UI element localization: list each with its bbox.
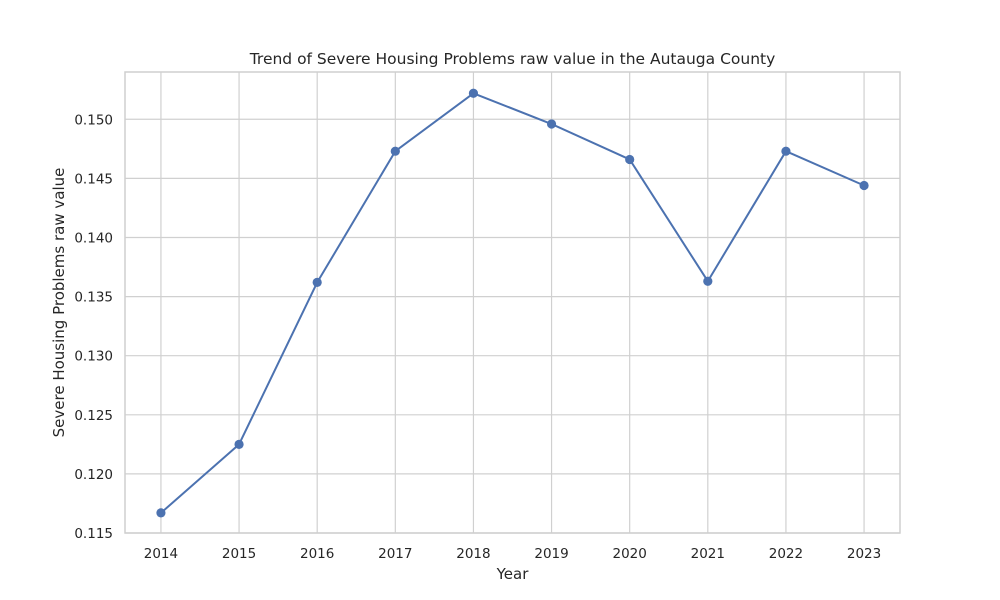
y-tick-label: 0.120 — [74, 467, 113, 483]
y-tick-label: 0.130 — [74, 349, 113, 365]
x-tick-labels: 2014 2015 2016 2017 2018 2019 2020 2021 2022 2023 — [144, 546, 881, 562]
series-layer — [156, 88, 869, 518]
y-tick-label: 0.125 — [74, 408, 113, 424]
x-tick-label: 2014 — [144, 546, 178, 562]
x-tick-label: 2017 — [378, 546, 412, 562]
data-point-2015 — [234, 439, 244, 449]
x-tick-label: 2022 — [769, 546, 803, 562]
data-point-2019 — [546, 119, 557, 129]
y-tick-labels: 0.115 0.120 0.125 0.130 0.135 0.140 0.145 0.150 — [74, 112, 113, 542]
x-tick-label: 2019 — [534, 546, 568, 562]
data-point-2016 — [312, 277, 322, 288]
y-tick-label: 0.140 — [74, 230, 113, 246]
chart-title: Trend of Severe Housing Problems raw val… — [249, 50, 776, 68]
grid — [125, 72, 900, 534]
data-point-2017 — [390, 146, 400, 156]
x-tick-label: 2020 — [613, 546, 647, 562]
x-axis-title: Year — [496, 565, 530, 583]
x-tick-label: 2015 — [222, 546, 256, 562]
y-axis-title: Severe Housing Problems raw value — [50, 168, 68, 438]
data-point-2014 — [156, 508, 166, 518]
data-point-2018 — [468, 88, 479, 98]
y-tick-label: 0.150 — [74, 112, 113, 128]
data-point-2022 — [781, 146, 791, 156]
x-tick-label: 2016 — [300, 546, 334, 562]
y-tick-label: 0.145 — [74, 171, 113, 187]
x-tick-label: 2018 — [456, 546, 490, 562]
data-point-2020 — [625, 154, 635, 165]
data-point-2021 — [703, 276, 713, 286]
x-tick-label: 2021 — [691, 546, 725, 562]
plot-frame — [124, 71, 901, 534]
series-line — [160, 92, 865, 514]
data-point-2023 — [859, 180, 869, 191]
x-tick-label: 2023 — [847, 546, 881, 562]
y-tick-label: 0.135 — [74, 290, 113, 306]
y-tick-label: 0.115 — [74, 526, 113, 542]
